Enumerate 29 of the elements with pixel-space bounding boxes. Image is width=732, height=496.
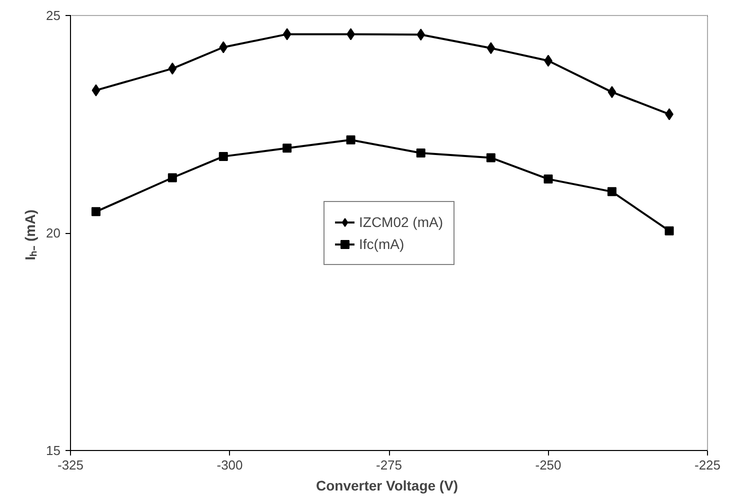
y-tick-label: 20 xyxy=(46,226,61,240)
legend-label: IZCM02 (mA) xyxy=(359,214,443,230)
x-tick-label: -325 xyxy=(57,458,84,472)
point xyxy=(168,173,177,182)
point xyxy=(282,144,292,153)
point xyxy=(219,41,228,54)
x-axis-title: Converter Voltage (V) xyxy=(316,478,458,494)
x-tick-label: -275 xyxy=(376,458,402,472)
point xyxy=(416,148,426,158)
point xyxy=(486,42,496,54)
x-tick-label: -225 xyxy=(694,458,721,472)
point xyxy=(346,135,356,144)
y-tick-label: 15 xyxy=(46,443,61,458)
point xyxy=(91,207,100,216)
point xyxy=(282,28,292,40)
point xyxy=(607,187,616,196)
point xyxy=(544,174,553,184)
x-tick-label: -250 xyxy=(535,458,562,472)
legend-label: Ifc(mA) xyxy=(359,236,404,252)
y-axis-title: Iₕ₋ (mA) xyxy=(22,210,38,260)
x-tick-label: -300 xyxy=(216,458,243,472)
point xyxy=(664,226,674,236)
point xyxy=(92,84,100,96)
point xyxy=(168,62,177,75)
point xyxy=(218,152,228,161)
point xyxy=(486,153,496,162)
point xyxy=(416,28,426,41)
y-tick-label: 25 xyxy=(46,8,61,23)
point xyxy=(608,86,616,98)
